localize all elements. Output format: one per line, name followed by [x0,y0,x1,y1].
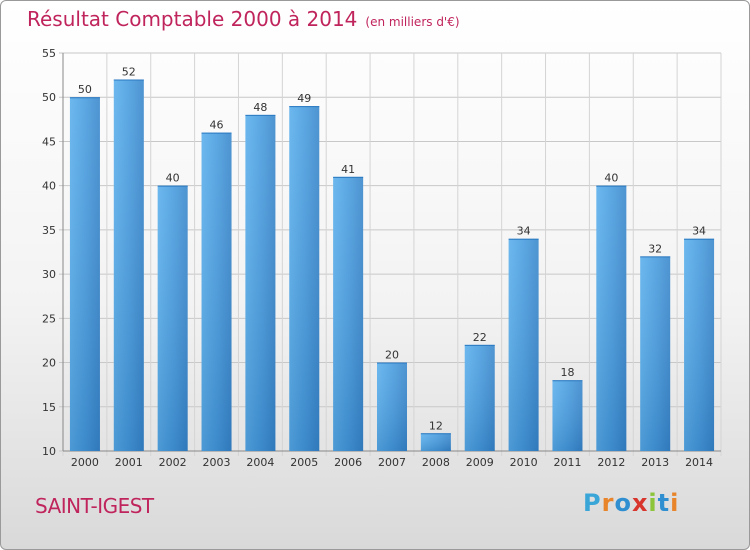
logo-letter: x [631,489,649,517]
x-tick-label: 2011 [553,456,581,469]
data-label: 40 [166,172,180,185]
bar-shade [245,114,276,452]
bar-shade [552,380,583,451]
bar-shade [289,106,320,452]
data-label: 48 [253,101,267,114]
x-tick-label: 2008 [422,456,450,469]
x-tick-label: 2005 [290,456,318,469]
x-tick-label: 2003 [203,456,231,469]
bar-shade [596,185,627,451]
logo-letter: o [614,489,632,517]
y-tick-label: 35 [42,224,56,237]
logo-letter: P [583,489,602,517]
data-label: 12 [429,419,443,432]
proxiti-logo: Proxiti [583,489,679,517]
bar-shade [377,362,407,451]
bar-shade [201,132,232,451]
x-tick-label: 2009 [466,456,494,469]
bar-shade [508,238,539,451]
data-label: 34 [517,225,531,238]
chart-subtitle: (en milliers d'€) [365,15,460,29]
x-tick-label: 2014 [685,456,713,469]
data-label: 52 [122,66,136,79]
y-tick-label: 50 [42,91,56,104]
y-tick-label: 30 [42,268,56,281]
y-tick-label: 25 [42,312,56,325]
y-tick-label: 10 [42,445,56,458]
x-tick-label: 2004 [246,456,274,469]
bar-shade [69,97,100,451]
data-label: 18 [560,366,574,379]
bar-shade [464,344,495,451]
bar-shade [684,238,715,451]
logo-letter: i [670,489,680,517]
y-tick-label: 15 [42,401,56,414]
data-label: 32 [648,242,662,255]
data-label: 46 [210,119,224,132]
data-label: 49 [297,92,311,105]
data-label: 41 [341,163,355,176]
chart-title-text: Résultat Comptable 2000 à 2014 [27,7,358,31]
x-tick-label: 2007 [378,456,406,469]
y-tick-label: 55 [42,47,56,60]
x-tick-label: 2013 [641,456,669,469]
bar-shade [640,256,671,451]
bar-shade [113,79,144,452]
data-label: 22 [473,331,487,344]
bar-shade [420,433,451,451]
logo-letter: r [601,489,615,517]
bar-shade [157,185,188,451]
data-label: 34 [692,225,706,238]
commune-name: SAINT-IGEST [35,494,154,518]
data-label: 40 [604,172,618,185]
x-tick-label: 2002 [159,456,187,469]
y-tick-label: 40 [42,180,56,193]
y-tick-label: 20 [42,357,56,370]
x-tick-label: 2010 [510,456,538,469]
x-tick-label: 2006 [334,456,362,469]
labels: 10 15 20 25 30 35 40 45 50 55 50 2000 52 2001 40 2002 46… [42,47,713,469]
bar-shade [333,176,364,452]
y-tick-label: 45 [42,135,56,148]
bars [69,79,715,452]
logo-letter: i [648,489,658,517]
chart-title: Résultat Comptable 2000 à 2014 (en millie… [27,7,460,31]
data-label: 50 [78,83,92,96]
x-tick-label: 2000 [71,456,99,469]
data-label: 20 [385,349,399,362]
x-tick-label: 2001 [115,456,143,469]
x-tick-label: 2012 [597,456,625,469]
logo-letter: t [657,489,671,517]
